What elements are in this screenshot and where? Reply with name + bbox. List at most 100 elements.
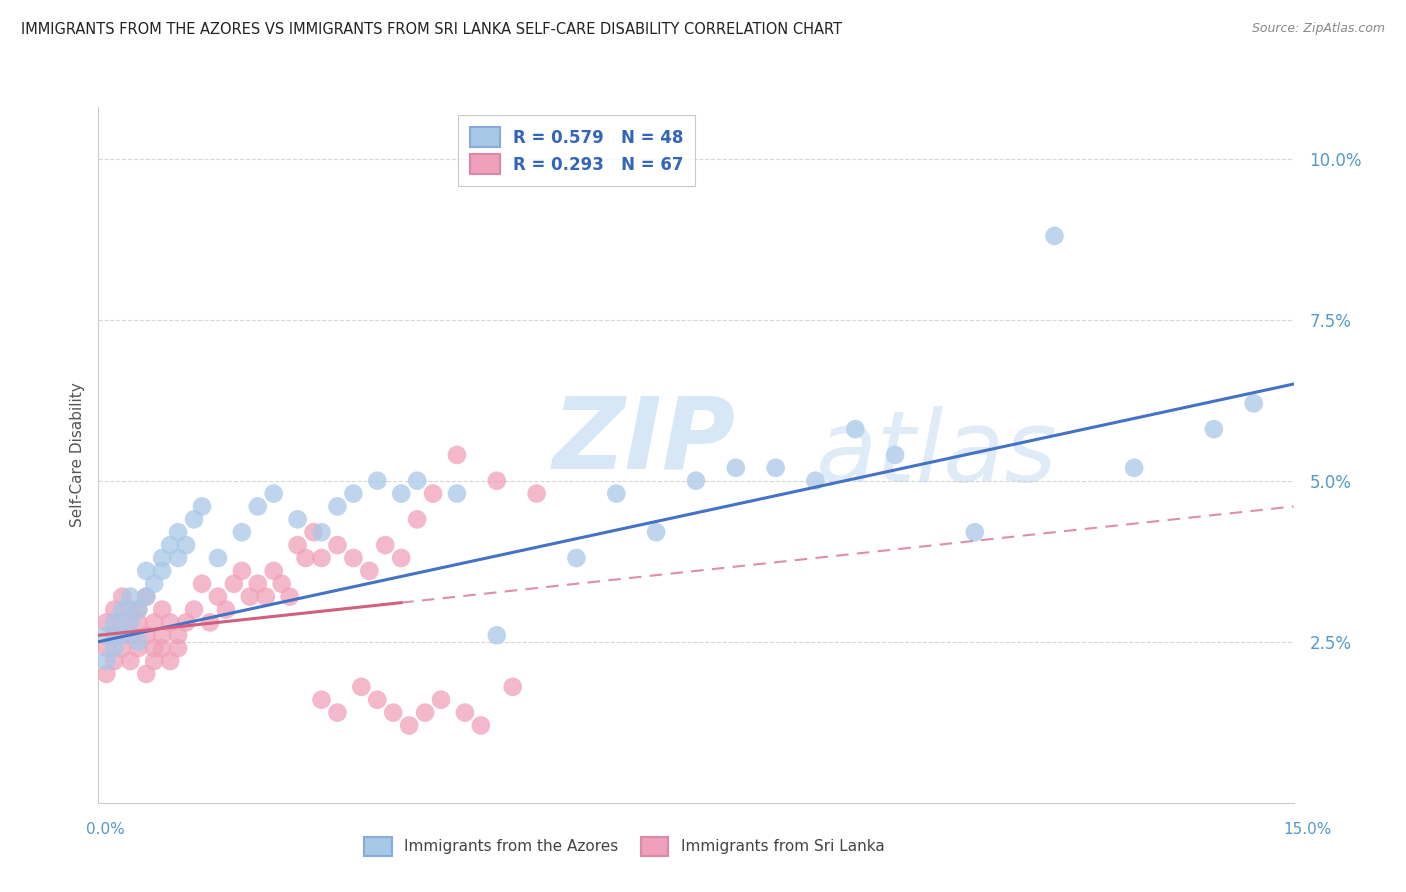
Legend: Immigrants from the Azores, Immigrants from Sri Lanka: Immigrants from the Azores, Immigrants f…	[354, 828, 894, 864]
Point	[287, 538, 309, 552]
Point	[366, 474, 388, 488]
Point	[150, 628, 173, 642]
Point	[174, 615, 197, 630]
Point	[150, 602, 173, 616]
Point	[311, 551, 333, 566]
Point	[366, 692, 388, 706]
Point	[135, 564, 157, 578]
Text: 0.0%: 0.0%	[86, 822, 125, 837]
Point	[382, 706, 405, 720]
Point	[111, 590, 134, 604]
Point	[884, 448, 907, 462]
Point	[311, 692, 333, 706]
Point	[311, 525, 333, 540]
Point	[446, 486, 468, 500]
Point	[167, 525, 190, 540]
Point	[96, 615, 118, 630]
Point	[645, 525, 668, 540]
Point	[127, 615, 149, 630]
Point	[207, 590, 229, 604]
Point	[263, 486, 285, 500]
Point	[120, 590, 142, 604]
Point	[135, 590, 157, 604]
Point	[231, 525, 253, 540]
Point	[167, 551, 190, 566]
Point	[294, 551, 316, 566]
Point	[191, 576, 214, 591]
Point	[1043, 228, 1066, 243]
Point	[207, 551, 229, 566]
Point	[605, 486, 627, 500]
Point	[270, 576, 292, 591]
Point	[765, 460, 787, 475]
Point	[963, 525, 986, 540]
Point	[127, 602, 149, 616]
Point	[326, 500, 349, 514]
Point	[246, 500, 269, 514]
Point	[120, 615, 142, 630]
Point	[406, 474, 429, 488]
Point	[342, 486, 364, 500]
Point	[103, 654, 125, 668]
Text: atlas: atlas	[815, 407, 1057, 503]
Point	[103, 628, 125, 642]
Point	[374, 538, 396, 552]
Point	[413, 706, 436, 720]
Point	[198, 615, 221, 630]
Point	[103, 602, 125, 616]
Point	[389, 551, 412, 566]
Point	[103, 641, 125, 656]
Point	[398, 718, 420, 732]
Point	[485, 474, 508, 488]
Point	[159, 654, 181, 668]
Point	[278, 590, 301, 604]
Point	[120, 602, 142, 616]
Point	[159, 615, 181, 630]
Point	[135, 590, 157, 604]
Point	[724, 460, 747, 475]
Point	[844, 422, 866, 436]
Point	[150, 564, 173, 578]
Point	[96, 667, 118, 681]
Point	[143, 641, 166, 656]
Point	[222, 576, 245, 591]
Point	[1123, 460, 1146, 475]
Point	[454, 706, 477, 720]
Point	[359, 564, 381, 578]
Point	[215, 602, 238, 616]
Point	[183, 602, 205, 616]
Point	[446, 448, 468, 462]
Point	[326, 706, 349, 720]
Point	[302, 525, 325, 540]
Point	[143, 654, 166, 668]
Point	[127, 641, 149, 656]
Point	[350, 680, 373, 694]
Point	[565, 551, 588, 566]
Point	[135, 667, 157, 681]
Y-axis label: Self-Care Disability: Self-Care Disability	[69, 383, 84, 527]
Point	[422, 486, 444, 500]
Point	[159, 538, 181, 552]
Point	[804, 474, 827, 488]
Point	[143, 576, 166, 591]
Text: 15.0%: 15.0%	[1284, 822, 1331, 837]
Point	[526, 486, 548, 500]
Point	[167, 628, 190, 642]
Point	[150, 641, 173, 656]
Point	[406, 512, 429, 526]
Point	[326, 538, 349, 552]
Point	[263, 564, 285, 578]
Point	[254, 590, 277, 604]
Point	[239, 590, 262, 604]
Point	[191, 500, 214, 514]
Point	[342, 551, 364, 566]
Text: ZIP: ZIP	[553, 392, 735, 490]
Point	[127, 634, 149, 648]
Point	[1202, 422, 1225, 436]
Point	[287, 512, 309, 526]
Point	[135, 628, 157, 642]
Point	[430, 692, 453, 706]
Text: Source: ZipAtlas.com: Source: ZipAtlas.com	[1251, 22, 1385, 36]
Point	[685, 474, 707, 488]
Point	[485, 628, 508, 642]
